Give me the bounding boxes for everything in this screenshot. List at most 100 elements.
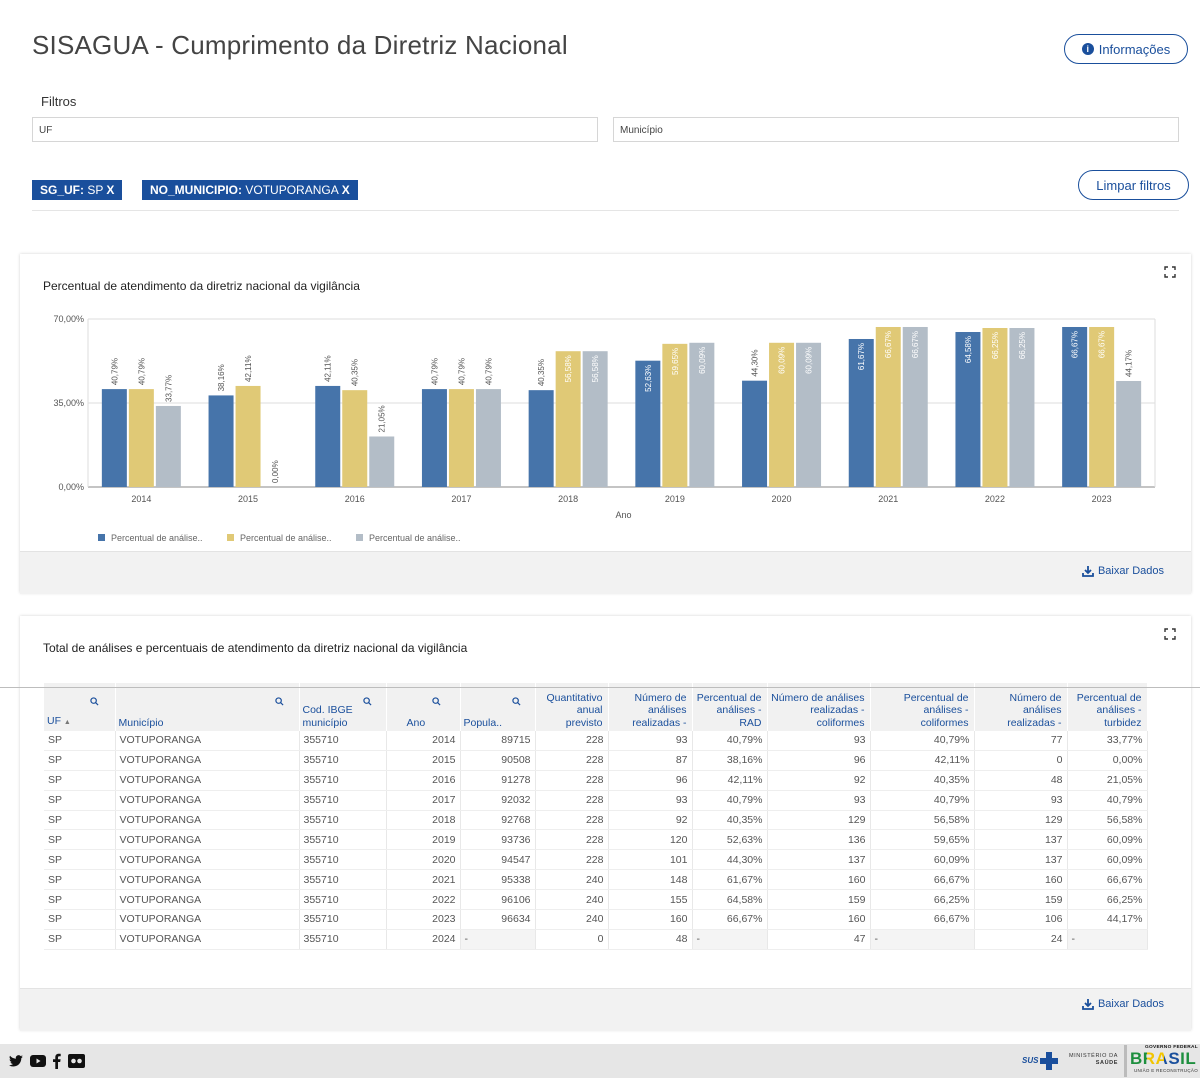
table-cell: 60,09% bbox=[1067, 849, 1148, 871]
column-header-num-rad[interactable]: Número de análises realizadas - bbox=[608, 683, 693, 731]
column-header-num-turbidez[interactable]: Número de análises realizadas - bbox=[974, 683, 1068, 731]
chart-bar bbox=[155, 405, 181, 487]
table-cell: VOTUPORANGA bbox=[115, 869, 300, 891]
legend-label: Percentual de análise.. bbox=[369, 533, 461, 543]
data-label: 44,30% bbox=[751, 350, 760, 377]
table-cell: 91278 bbox=[460, 770, 536, 791]
expand-icon[interactable] bbox=[1164, 628, 1176, 640]
x-tick-label: 2022 bbox=[985, 494, 1005, 504]
data-label: 42,11% bbox=[244, 355, 253, 382]
twitter-icon[interactable] bbox=[8, 1054, 24, 1068]
column-header-perc-rad[interactable]: Percentual de análises - RAD bbox=[692, 683, 768, 731]
table-cell: 60,09% bbox=[1067, 829, 1148, 851]
sort-asc-icon[interactable]: ▲ bbox=[63, 718, 71, 726]
column-header-municipio[interactable]: Município bbox=[115, 683, 300, 731]
chart-bar bbox=[475, 389, 501, 487]
data-table-wrapper: UF ▲ Município Cod. IBGE município Ano bbox=[44, 683, 1148, 950]
expand-icon[interactable] bbox=[1164, 266, 1176, 278]
column-header-ano[interactable]: Ano bbox=[386, 683, 461, 731]
remove-chip-icon[interactable]: X bbox=[106, 183, 115, 197]
table-row[interactable]: SP VOTUPORANGA 355710 2014 89715 228 93 40,79% 9… bbox=[44, 731, 1148, 751]
data-label: 40,79% bbox=[457, 358, 466, 385]
data-table: UF ▲ Município Cod. IBGE município Ano bbox=[44, 683, 1148, 950]
table-cell: 66,67% bbox=[870, 909, 975, 930]
table-cell: 228 bbox=[535, 829, 609, 851]
table-cell: 159 bbox=[974, 889, 1068, 911]
table-cell: 228 bbox=[535, 731, 609, 751]
table-cell: 355710 bbox=[299, 889, 387, 911]
table-cell: 93736 bbox=[460, 829, 536, 851]
page-title: SISAGUA - Cumprimento da Diretriz Nacion… bbox=[32, 30, 568, 60]
chart-bar bbox=[342, 390, 368, 487]
table-row[interactable]: SP VOTUPORANGA 355710 2015 90508 228 87 38,16% 9… bbox=[44, 750, 1148, 771]
table-cell: 92032 bbox=[460, 790, 536, 811]
chart-bar bbox=[875, 326, 901, 487]
table-cell: 228 bbox=[535, 810, 609, 831]
clear-filters-button[interactable]: Limpar filtros bbox=[1078, 170, 1189, 200]
info-button[interactable]: i Informações bbox=[1064, 34, 1188, 64]
column-header-perc-turbidez[interactable]: Percentual de análises - turbidez bbox=[1067, 683, 1148, 731]
y-tick-label: 70,00% bbox=[53, 314, 84, 324]
search-icon[interactable] bbox=[362, 697, 372, 706]
column-header-cod-ibge[interactable]: Cod. IBGE município bbox=[299, 683, 387, 731]
search-icon[interactable] bbox=[431, 697, 441, 706]
search-icon[interactable] bbox=[511, 697, 521, 706]
ministerio-line2: SAÚDE bbox=[1095, 1060, 1118, 1066]
table-cell: 40,79% bbox=[1067, 790, 1148, 811]
column-header-uf[interactable]: UF ▲ bbox=[44, 683, 116, 731]
table-cell: 40,79% bbox=[870, 790, 975, 811]
table-cell: VOTUPORANGA bbox=[115, 909, 300, 930]
column-header-populacao[interactable]: Popula.. bbox=[460, 683, 536, 731]
table-cell: 120 bbox=[608, 829, 693, 851]
column-header-quantitativo[interactable]: Quantitativo anual previsto bbox=[535, 683, 609, 731]
table-cell: - bbox=[870, 929, 975, 950]
table-cell: VOTUPORANGA bbox=[115, 929, 300, 950]
download-data-button[interactable]: Baixar Dados bbox=[1082, 998, 1164, 1010]
table-row[interactable]: SP VOTUPORANGA 355710 2019 93736 228 120 52,63%… bbox=[44, 829, 1148, 851]
table-row[interactable]: SP VOTUPORANGA 355710 2018 92768 228 92 40,35% 1… bbox=[44, 810, 1148, 831]
table-cell: 2014 bbox=[386, 731, 461, 751]
column-header-num-coliformes[interactable]: Número de análises realizadas - coliform… bbox=[767, 683, 871, 731]
column-header-perc-coliformes[interactable]: Percentual de análises - coliformes bbox=[870, 683, 975, 731]
table-cell: 136 bbox=[767, 829, 871, 851]
x-tick-label: 2016 bbox=[345, 494, 365, 504]
header-label: Município bbox=[118, 716, 164, 729]
chart-card: Percentual de atendimento da diretriz na… bbox=[20, 254, 1191, 594]
chip-key: SG_UF: bbox=[40, 183, 85, 197]
chart-bar bbox=[848, 338, 874, 487]
flickr-icon[interactable] bbox=[68, 1054, 85, 1068]
table-row[interactable]: SP VOTUPORANGA 355710 2024-0 48-47-24- bbox=[44, 929, 1148, 950]
table-cell: VOTUPORANGA bbox=[115, 750, 300, 771]
search-icon[interactable] bbox=[274, 697, 284, 706]
table-cell: SP bbox=[44, 849, 116, 871]
table-cell: SP bbox=[44, 829, 116, 851]
table-cell: 2017 bbox=[386, 790, 461, 811]
table-cell: 355710 bbox=[299, 929, 387, 950]
table-row[interactable]: SP VOTUPORANGA 355710 2023 96634 240 160 66,67%… bbox=[44, 909, 1148, 930]
search-icon[interactable] bbox=[90, 697, 99, 706]
youtube-icon[interactable] bbox=[30, 1055, 46, 1067]
chart-bar bbox=[689, 342, 715, 487]
facebook-icon[interactable] bbox=[52, 1053, 61, 1069]
remove-chip-icon[interactable]: X bbox=[341, 183, 350, 197]
data-label: 66,67% bbox=[884, 331, 893, 358]
table-cell: 44,17% bbox=[1067, 909, 1148, 930]
filter-chip-uf[interactable]: SG_UF: SP X bbox=[32, 180, 123, 200]
table-cell: 355710 bbox=[299, 810, 387, 831]
data-label: 66,25% bbox=[1018, 332, 1027, 359]
table-body: SP VOTUPORANGA 355710 2014 89715 228 93 40,79% 9… bbox=[44, 731, 1148, 950]
download-data-button[interactable]: Baixar Dados bbox=[1082, 565, 1164, 577]
table-row[interactable]: SP VOTUPORANGA 355710 2021 95338 240 148 61,67%… bbox=[44, 869, 1148, 891]
table-row[interactable]: SP VOTUPORANGA 355710 2020 94547 228 101 44,30%… bbox=[44, 849, 1148, 871]
municipio-filter-input[interactable]: Município bbox=[613, 117, 1179, 142]
table-cell: 96634 bbox=[460, 909, 536, 930]
table-row[interactable]: SP VOTUPORANGA 355710 2017 92032 228 93 40,79% 9… bbox=[44, 790, 1148, 811]
header-label: UF bbox=[47, 714, 61, 727]
table-row[interactable]: SP VOTUPORANGA 355710 2022 96106 240 155 64,58%… bbox=[44, 889, 1148, 911]
filter-chip-municipio[interactable]: NO_MUNICIPIO: VOTUPORANGA X bbox=[142, 180, 358, 200]
table-card: Total de análises e percentuais de atend… bbox=[20, 616, 1191, 1031]
uf-filter-input[interactable]: UF bbox=[32, 117, 598, 142]
table-row[interactable]: SP VOTUPORANGA 355710 2016 91278 228 96 42,11% 9… bbox=[44, 770, 1148, 791]
table-cell: 0 bbox=[535, 929, 609, 950]
table-cell: 129 bbox=[974, 810, 1068, 831]
